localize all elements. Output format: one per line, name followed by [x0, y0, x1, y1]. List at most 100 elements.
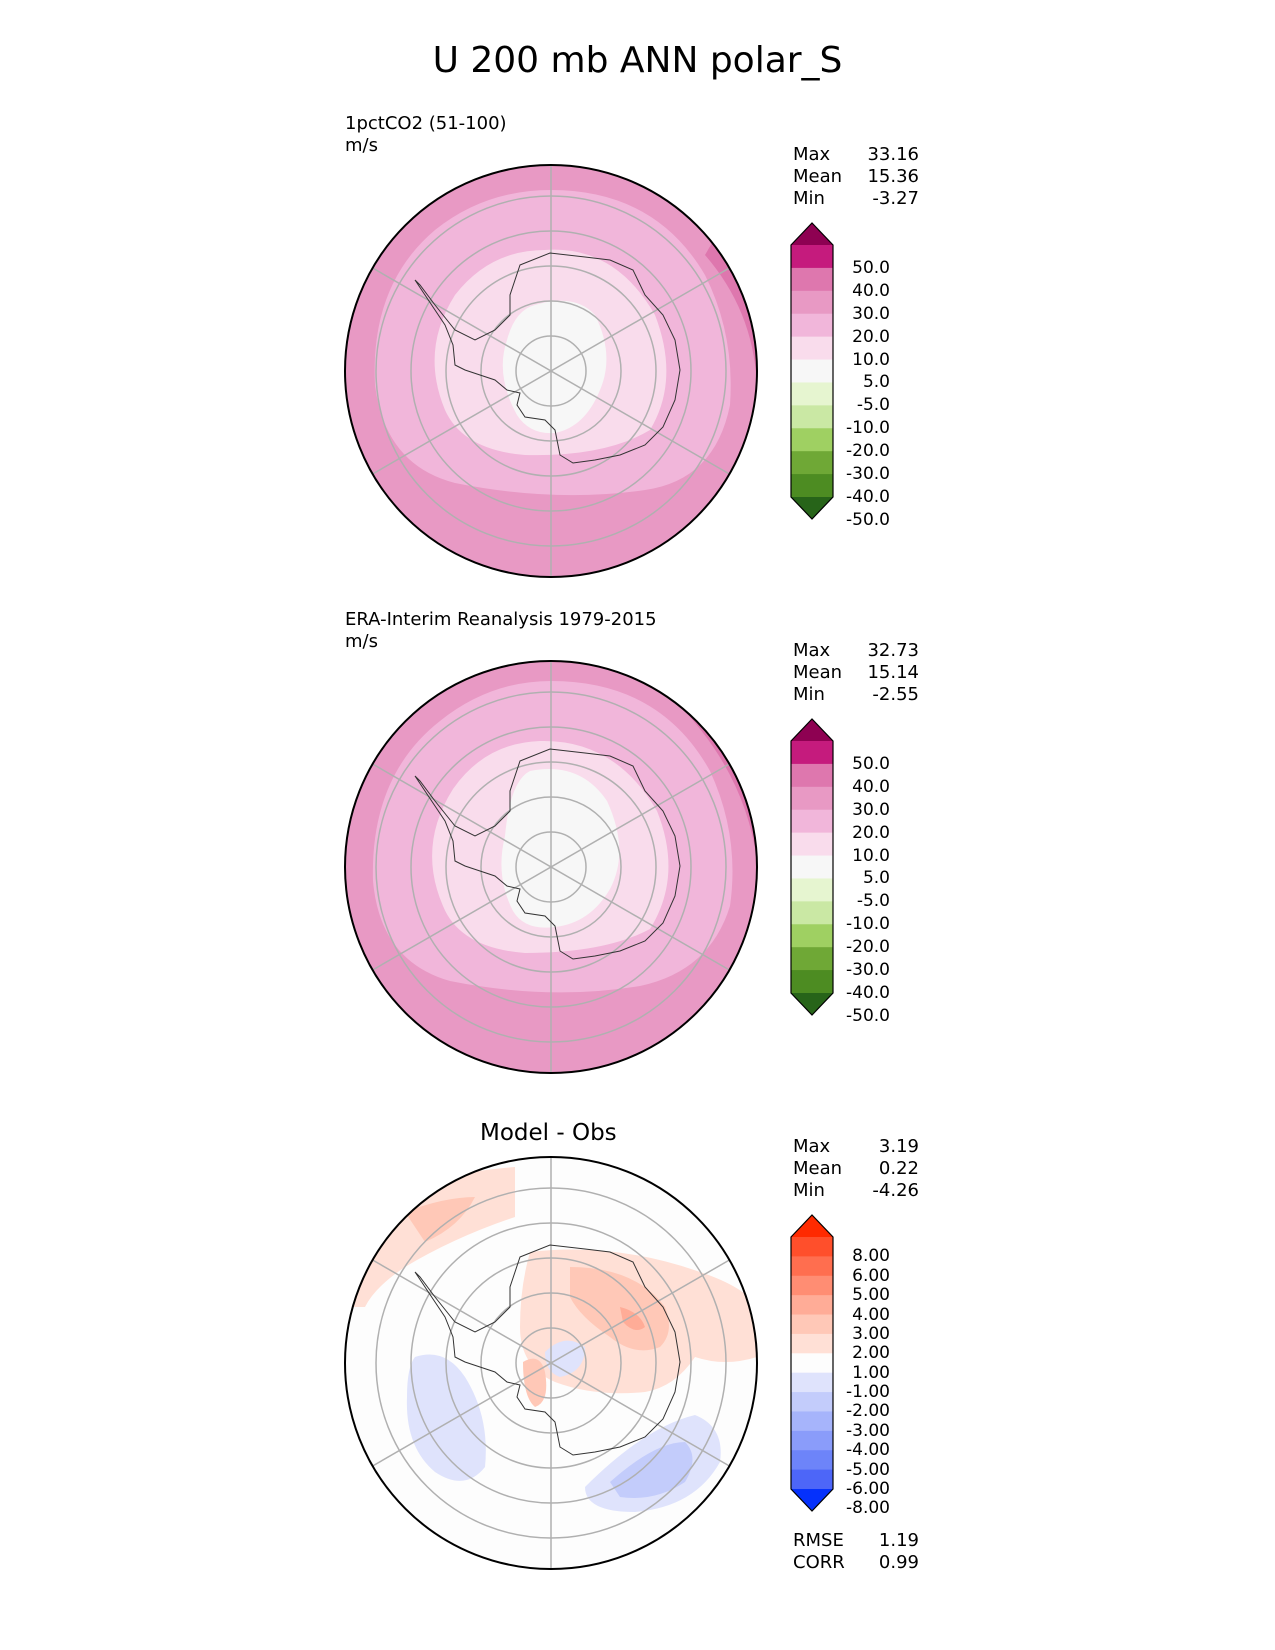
colorbar-segment — [791, 382, 833, 406]
antarctica-coastline — [414, 1244, 681, 1456]
contour-fill-positive — [523, 1358, 547, 1407]
colorbar-obs — [790, 718, 834, 1016]
panel-units-model: m/s — [345, 135, 378, 156]
colorbar-extend-min — [791, 497, 833, 519]
colorbar-tick-label: 30.0 — [852, 799, 890, 820]
colorbar-tick-label: -5.0 — [856, 891, 890, 912]
colorbar-tick-label: 50.0 — [852, 257, 890, 278]
colorbar-tick-label: 50.0 — [852, 753, 890, 774]
colorbar-tick-label: -50.0 — [846, 1005, 890, 1026]
colorbar-tick-label: 1.00 — [852, 1362, 890, 1383]
colorbar-tick-label: 10.0 — [852, 349, 890, 370]
colorbar-tick-label: 30.0 — [852, 303, 890, 324]
colorbar-model — [790, 222, 834, 520]
stat-label: Mean — [793, 662, 843, 683]
colorbar-segment — [791, 763, 833, 788]
colorbar-segment — [791, 1314, 833, 1335]
colorbar-segment — [791, 1353, 833, 1374]
colorbar-tick-label: -20.0 — [846, 441, 890, 462]
stat-value: -4.26 — [872, 1180, 919, 1201]
stats-diff-extra: RMSE 1.19 CORR 0.99 — [793, 1530, 919, 1574]
stat-label: Min — [793, 684, 825, 705]
colorbar-segment — [791, 1295, 833, 1316]
colorbar-segment — [791, 313, 833, 338]
colorbar-tick-label: -20.0 — [846, 937, 890, 958]
stat-label: RMSE — [793, 1530, 844, 1551]
colorbar-labels-obs: 50.0 40.0 30.0 20.0 10.0 5.0 -5.0 -10.0 -20.0 -30… — [835, 718, 890, 1026]
antarctica-coastline — [414, 748, 681, 960]
colorbar-tick-label: 2.00 — [852, 1343, 890, 1364]
contour-fill-positive — [405, 1197, 475, 1242]
colorbar-segment — [791, 1333, 833, 1354]
stats-model: Max 33.16 Mean 15.36 Min -3.27 — [793, 144, 919, 210]
colorbar-segment — [791, 1411, 833, 1432]
stat-label: Max — [793, 1136, 831, 1157]
contour-fill-positive — [570, 1267, 669, 1351]
colorbar-segment — [791, 901, 833, 925]
colorbar-segment — [791, 924, 833, 948]
colorbar-segment — [791, 1237, 833, 1257]
stat-value: 0.22 — [878, 1158, 919, 1179]
colorbar-outline — [790, 718, 834, 1016]
colorbar-segment — [791, 1256, 833, 1277]
stat-label: Mean — [793, 1158, 843, 1179]
stat-label: Min — [793, 1180, 825, 1201]
colorbar-tick-label: -50.0 — [846, 509, 890, 530]
figure-title: U 200 mb ANN polar_S — [432, 40, 843, 81]
colorbar-tick-label: 5.0 — [862, 372, 890, 393]
colorbar-extend-min — [791, 993, 833, 1015]
colorbar-tick-label: -6.00 — [846, 1479, 890, 1499]
colorbar-tick-label: 10.0 — [852, 845, 890, 866]
colorbar-segment — [791, 1450, 833, 1471]
colorbar-outline — [790, 1214, 834, 1512]
colorbar-segment — [791, 970, 833, 994]
contour-fill-core — [502, 300, 607, 434]
colorbar-segment — [791, 809, 833, 834]
polar-map-diff — [344, 1156, 758, 1570]
stat-value: 15.36 — [867, 166, 919, 187]
stat-value: 3.19 — [878, 1136, 919, 1157]
stats-obs: Max 32.73 Mean 15.14 Min -2.55 — [793, 640, 919, 706]
stat-value: 0.99 — [878, 1552, 919, 1573]
stat-label: CORR — [793, 1552, 845, 1573]
stat-label: Max — [793, 144, 831, 165]
colorbar-tick-label: -30.0 — [846, 464, 890, 485]
colorbar-tick-label: -5.00 — [846, 1459, 890, 1480]
colorbar-segment — [791, 786, 833, 811]
stat-value: 1.19 — [878, 1530, 919, 1551]
colorbar-segment — [791, 1430, 833, 1451]
colorbar-tick-label: 20.0 — [852, 326, 890, 347]
panel-title-diff: Model - Obs — [480, 1120, 617, 1146]
colorbar-segment — [791, 1275, 833, 1296]
colorbar-tick-label: -1.00 — [846, 1382, 890, 1403]
polar-map-model — [344, 164, 758, 578]
colorbar-tick-label: 5.0 — [862, 868, 890, 889]
colorbar-segment — [791, 428, 833, 452]
colorbar-segment — [791, 245, 833, 269]
colorbar-tick-label: -4.00 — [846, 1440, 890, 1461]
stat-value: 15.14 — [867, 662, 919, 683]
colorbar-tick-label: 4.00 — [852, 1304, 890, 1325]
colorbar-segment — [791, 267, 833, 292]
colorbar-tick-label: -40.0 — [846, 487, 890, 507]
stat-value: 32.73 — [867, 640, 919, 661]
colorbar-labels-model: 50.0 40.0 30.0 20.0 10.0 5.0 -5.0 -10.0 -20.0 -30… — [835, 222, 890, 530]
stat-label: Min — [793, 188, 825, 209]
antarctica-coastline — [414, 252, 681, 464]
colorbar-labels-diff: 8.00 6.00 5.00 4.00 3.00 2.00 1.00 -1.00 -2.00 -3… — [835, 1214, 890, 1518]
stat-label: Mean — [793, 166, 843, 187]
colorbar-outline — [790, 222, 834, 520]
colorbar-segment — [791, 405, 833, 429]
panel-title-model: 1pctCO2 (51-100) — [345, 113, 507, 134]
colorbar-tick-label: -30.0 — [846, 960, 890, 981]
colorbar-extend-max — [791, 719, 833, 741]
panel-units-obs: m/s — [345, 631, 378, 652]
colorbar-tick-label: -5.0 — [856, 395, 890, 416]
colorbar-segment — [791, 451, 833, 475]
colorbar-segment — [791, 855, 833, 880]
contour-fill-positive — [620, 1307, 645, 1331]
colorbar-segment — [791, 1372, 833, 1393]
colorbar-segment — [791, 1392, 833, 1413]
colorbar-segment — [791, 474, 833, 498]
colorbar-segment — [791, 359, 833, 384]
